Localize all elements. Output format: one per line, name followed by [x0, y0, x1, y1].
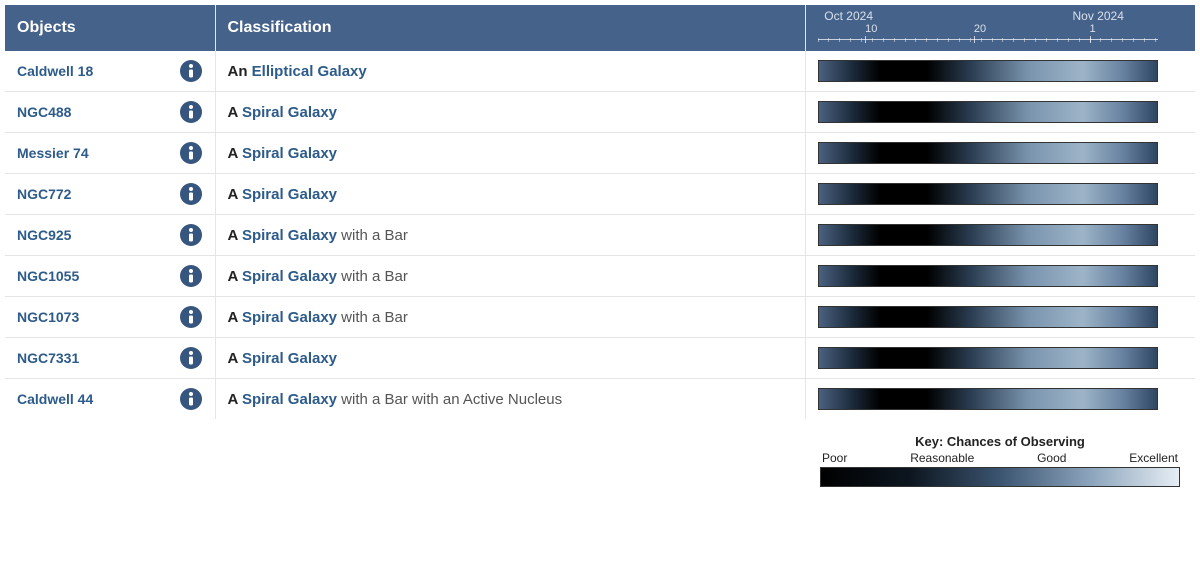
classification-prefix: A — [228, 268, 242, 285]
timeline-axis — [818, 39, 1158, 40]
info-icon[interactable] — [179, 346, 203, 370]
table-row: Messier 74 A Spiral Galaxy — [5, 133, 1195, 174]
visibility-bar — [818, 347, 1158, 369]
visibility-bar — [818, 183, 1158, 205]
key-region: Key: Chances of Observing Poor Reasonabl… — [0, 424, 1190, 499]
classification-type-link[interactable]: Spiral Galaxy — [242, 104, 337, 121]
key-label-poor: Poor — [822, 451, 847, 465]
info-icon[interactable] — [179, 141, 203, 165]
timeline-tick-label: 10 — [865, 23, 877, 35]
classification-suffix: with a Bar — [337, 227, 408, 244]
visibility-bar — [818, 388, 1158, 410]
table-row: Caldwell 18 An Elliptical Galaxy — [5, 51, 1195, 92]
table-row: NGC772 A Spiral Galaxy — [5, 174, 1195, 215]
object-link[interactable]: NGC1073 — [17, 309, 79, 325]
objects-table: Objects Classification Oct 2024Nov 20241… — [5, 5, 1195, 419]
table-row: NGC1055 A Spiral Galaxy with a Bar — [5, 256, 1195, 297]
key-title: Key: Chances of Observing — [820, 434, 1180, 449]
classification-type-link[interactable]: Spiral Galaxy — [242, 391, 337, 408]
table-row: NGC1073 A Spiral Galaxy with a Bar — [5, 297, 1195, 338]
table-row: NGC925 A Spiral Galaxy with a Bar — [5, 215, 1195, 256]
visibility-bar — [818, 265, 1158, 287]
info-icon[interactable] — [179, 387, 203, 411]
classification-prefix: A — [228, 104, 242, 121]
classification-prefix: A — [228, 227, 242, 244]
classification-prefix: An — [228, 63, 252, 80]
key-labels: Poor Reasonable Good Excellent — [820, 451, 1180, 467]
object-link[interactable]: Messier 74 — [17, 145, 89, 161]
key-gradient-bar — [820, 467, 1180, 487]
classification-prefix: A — [228, 391, 242, 408]
key-label-excellent: Excellent — [1129, 451, 1178, 465]
object-link[interactable]: NGC925 — [17, 227, 71, 243]
visibility-bar — [818, 60, 1158, 82]
classification-prefix: A — [228, 186, 242, 203]
table-row: NGC7331 A Spiral Galaxy — [5, 338, 1195, 379]
object-link[interactable]: Caldwell 44 — [17, 391, 93, 407]
visibility-bar — [818, 101, 1158, 123]
object-link[interactable]: NGC7331 — [17, 350, 79, 366]
column-header-timeline: Oct 2024 Nov 2024 10 20 1 — [805, 5, 1195, 51]
classification-type-link[interactable]: Spiral Galaxy — [242, 227, 337, 244]
key-label-reasonable: Reasonable — [910, 451, 974, 465]
info-icon[interactable] — [179, 59, 203, 83]
classification-type-link[interactable]: Spiral Galaxy — [242, 309, 337, 326]
classification-type-link[interactable]: Spiral Galaxy — [242, 186, 337, 203]
object-link[interactable]: Caldwell 18 — [17, 63, 93, 79]
classification-prefix: A — [228, 309, 242, 326]
object-link[interactable]: NGC772 — [17, 186, 71, 202]
classification-prefix: A — [228, 145, 242, 162]
visibility-bar — [818, 224, 1158, 246]
visibility-bar — [818, 306, 1158, 328]
info-icon[interactable] — [179, 305, 203, 329]
timeline-tick-label: 20 — [974, 23, 986, 35]
classification-type-link[interactable]: Spiral Galaxy — [242, 145, 337, 162]
column-header-classification: Classification — [215, 5, 805, 51]
classification-suffix: with a Bar — [337, 309, 408, 326]
info-icon[interactable] — [179, 100, 203, 124]
info-icon[interactable] — [179, 223, 203, 247]
object-link[interactable]: NGC1055 — [17, 268, 79, 284]
table-row: Caldwell 44 A Spiral Galaxy with a Bar wi… — [5, 379, 1195, 420]
info-icon[interactable] — [179, 264, 203, 288]
table-row: NGC488 A Spiral Galaxy — [5, 92, 1195, 133]
object-link[interactable]: NGC488 — [17, 104, 71, 120]
classification-type-link[interactable]: Spiral Galaxy — [242, 350, 337, 367]
column-header-objects: Objects — [5, 5, 215, 51]
key-label-good: Good — [1037, 451, 1066, 465]
classification-type-link[interactable]: Spiral Galaxy — [242, 268, 337, 285]
classification-suffix: with a Bar with an Active Nucleus — [337, 391, 562, 408]
timeline-month-label: Oct 2024 — [824, 9, 873, 23]
timeline-month-label: Nov 2024 — [1073, 9, 1124, 23]
timeline-tick-label: 1 — [1090, 23, 1096, 35]
visibility-bar — [818, 142, 1158, 164]
classification-prefix: A — [228, 350, 242, 367]
info-icon[interactable] — [179, 182, 203, 206]
classification-suffix: with a Bar — [337, 268, 408, 285]
classification-type-link[interactable]: Elliptical Galaxy — [252, 63, 367, 80]
